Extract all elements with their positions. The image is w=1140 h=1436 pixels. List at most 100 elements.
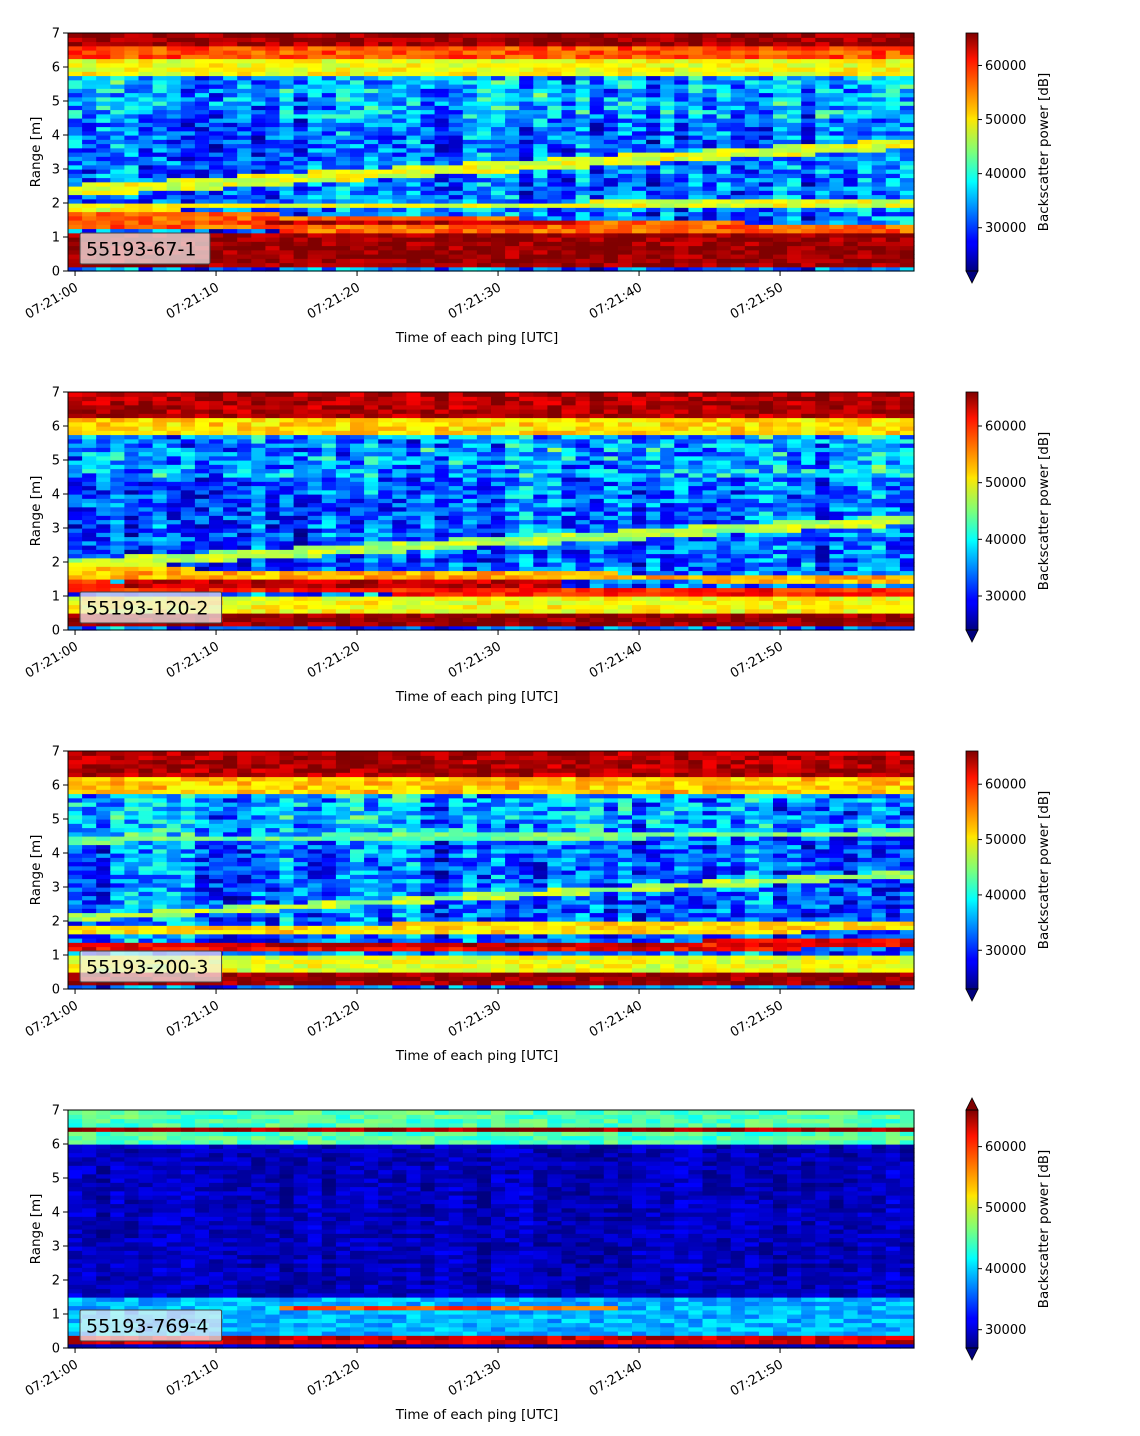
heatmap-cell bbox=[265, 122, 281, 128]
heatmap-cell bbox=[209, 438, 224, 444]
heatmap-cell bbox=[420, 92, 436, 98]
heatmap-cell bbox=[364, 477, 379, 482]
heatmap-cell bbox=[138, 400, 154, 406]
heatmap-cell bbox=[660, 147, 675, 153]
heatmap-cell bbox=[293, 181, 309, 187]
heatmap-cell bbox=[462, 245, 478, 251]
heatmap-cell bbox=[251, 489, 266, 495]
heatmap-cell bbox=[251, 164, 266, 170]
heatmap-cell bbox=[420, 562, 436, 567]
heatmap-cell bbox=[519, 130, 534, 136]
heatmap-cell bbox=[237, 96, 252, 102]
heatmap-cell bbox=[829, 96, 845, 102]
heatmap-cell bbox=[716, 262, 732, 268]
heatmap-cell bbox=[265, 426, 281, 431]
heatmap-cell bbox=[293, 400, 309, 406]
heatmap-cell bbox=[251, 88, 266, 94]
heatmap-cell bbox=[350, 498, 365, 504]
heatmap-cell bbox=[843, 126, 859, 132]
heatmap-cell bbox=[829, 181, 845, 187]
heatmap-cell bbox=[209, 33, 224, 38]
heatmap-cell bbox=[251, 54, 266, 60]
heatmap-cell bbox=[68, 489, 83, 495]
heatmap-cell bbox=[434, 147, 450, 153]
heatmap-cell bbox=[279, 75, 295, 81]
heatmap-cell bbox=[575, 126, 591, 132]
heatmap-cell bbox=[321, 511, 337, 516]
heatmap-cell bbox=[646, 79, 661, 85]
heatmap-cell bbox=[420, 489, 436, 495]
heatmap-cell bbox=[448, 392, 464, 397]
heatmap-cell bbox=[406, 232, 422, 238]
heatmap-cell bbox=[730, 41, 746, 47]
heatmap-cell bbox=[758, 33, 774, 38]
heatmap-cell bbox=[392, 220, 407, 225]
heatmap-cell bbox=[392, 33, 407, 38]
heatmap-cell bbox=[180, 79, 196, 85]
heatmap-cell bbox=[82, 152, 97, 157]
heatmap-cell bbox=[448, 489, 464, 495]
heatmap-cell bbox=[448, 506, 464, 512]
heatmap-cell bbox=[829, 92, 845, 98]
heatmap-cell bbox=[237, 88, 252, 94]
heatmap-cell bbox=[815, 211, 830, 217]
heatmap-cell bbox=[180, 540, 196, 546]
heatmap-cell bbox=[321, 190, 337, 196]
heatmap-cell bbox=[152, 409, 168, 414]
heatmap-cell bbox=[674, 45, 689, 51]
heatmap-cell bbox=[180, 523, 196, 529]
heatmap-cell bbox=[166, 147, 182, 153]
heatmap-cell bbox=[505, 122, 520, 128]
heatmap-cell bbox=[434, 443, 450, 448]
heatmap-cell bbox=[279, 122, 295, 128]
heatmap-cell bbox=[420, 587, 436, 593]
heatmap-cell bbox=[815, 190, 830, 196]
heatmap-cell bbox=[251, 438, 266, 444]
heatmap-cell bbox=[899, 220, 915, 225]
heatmap-cell bbox=[237, 169, 252, 174]
heatmap-cell bbox=[293, 194, 309, 200]
heatmap-cell bbox=[307, 532, 323, 538]
heatmap-cell bbox=[801, 54, 816, 60]
heatmap-cell bbox=[603, 220, 619, 225]
heatmap-cell bbox=[194, 130, 210, 136]
heatmap-cell bbox=[180, 566, 196, 572]
heatmap-cell bbox=[589, 71, 605, 77]
heatmap-cell bbox=[758, 122, 774, 128]
heatmap-cell bbox=[843, 198, 859, 204]
heatmap-cell bbox=[96, 443, 111, 448]
heatmap-cell bbox=[857, 160, 873, 166]
heatmap-cell bbox=[462, 58, 478, 64]
heatmap-cell bbox=[335, 489, 351, 495]
heatmap-cell bbox=[491, 126, 506, 132]
heatmap-cell bbox=[378, 122, 393, 128]
heatmap-cell bbox=[279, 583, 295, 589]
heatmap-cell bbox=[138, 173, 154, 179]
heatmap-cell bbox=[561, 224, 577, 230]
heatmap-cell bbox=[617, 173, 633, 179]
heatmap-cell bbox=[110, 523, 125, 529]
heatmap-cell bbox=[434, 566, 450, 572]
heatmap-cell bbox=[885, 241, 901, 247]
heatmap-cell bbox=[68, 101, 83, 106]
heatmap-cell bbox=[223, 434, 238, 440]
heatmap-cell bbox=[420, 417, 436, 423]
heatmap-cell bbox=[166, 79, 182, 85]
heatmap-cell bbox=[575, 113, 591, 119]
heatmap-cell bbox=[871, 254, 887, 259]
heatmap-cell bbox=[68, 460, 83, 465]
heatmap-cell bbox=[180, 477, 196, 482]
heatmap-cell bbox=[589, 33, 605, 38]
heatmap-cell bbox=[110, 169, 125, 174]
heatmap-cell bbox=[124, 96, 140, 102]
heatmap-cell bbox=[293, 96, 309, 102]
heatmap-cell bbox=[533, 249, 548, 255]
heatmap-cell bbox=[350, 169, 365, 174]
heatmap-cell bbox=[632, 67, 647, 72]
heatmap-cell bbox=[166, 494, 182, 499]
heatmap-cell bbox=[646, 173, 661, 179]
heatmap-cell bbox=[392, 245, 407, 251]
heatmap-cell bbox=[674, 237, 689, 242]
heatmap-cell bbox=[801, 58, 816, 64]
heatmap-cell bbox=[110, 186, 125, 191]
